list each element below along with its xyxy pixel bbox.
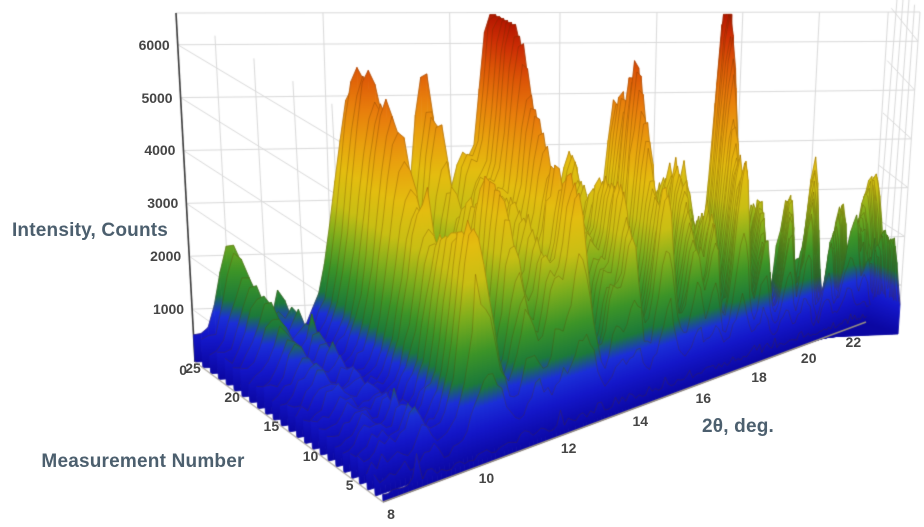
xrd-waterfall-3d-chart: Intensity, Counts Measurement Number 2θ,… (0, 0, 924, 527)
surface-canvas[interactable] (0, 0, 924, 527)
